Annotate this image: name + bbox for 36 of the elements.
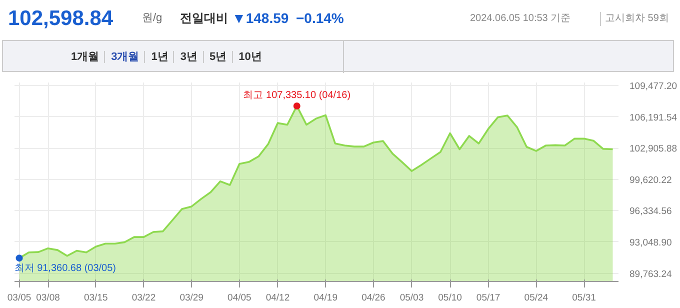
text: 고시회차 59회 <box>600 12 669 26</box>
y-tick-label: 93,048.90 <box>630 237 672 248</box>
text: ▼148.59 <box>232 9 289 28</box>
text: 전일대비 <box>180 10 228 27</box>
chart-subtitle: 원/g <box>142 11 162 26</box>
text: 2024.06.05 10:53 기준 <box>470 12 571 26</box>
x-tick-label: 05/17 <box>476 292 500 304</box>
y-tick-label: 102,905.88 <box>630 144 678 155</box>
x-tick-label: 04/19 <box>314 292 338 304</box>
text: 3년 <box>173 51 198 63</box>
annotation: 최고 107,335.10 (04/16) <box>243 90 351 101</box>
chart-title: 102,598.84 <box>8 6 114 32</box>
y-tick-label: 96,334.56 <box>630 206 672 218</box>
x-tick-label: 05/31 <box>572 292 596 304</box>
x-tick-label: 03/15 <box>84 292 108 304</box>
x-tick-label: 03/05 <box>7 292 32 304</box>
y-tick-label: 89,763.24 <box>630 268 672 280</box>
text: 1개월 <box>71 51 100 63</box>
x-tick-label: 05/03 <box>400 292 424 304</box>
y-tick-label: 106,191.54 <box>630 112 678 124</box>
text: −0.14% <box>296 9 344 28</box>
text: 1년 <box>144 51 168 63</box>
text: 10년 <box>232 51 262 63</box>
x-tick-label: 05/10 <box>438 292 462 304</box>
x-tick-label: 03/22 <box>132 292 156 304</box>
x-tick-label: 04/26 <box>362 292 386 304</box>
x-tick-label: 04/05 <box>228 292 252 304</box>
x-tick-label: 05/24 <box>524 292 548 304</box>
x-tick-label: 03/08 <box>36 292 60 304</box>
x-tick-label: 04/12 <box>266 292 290 304</box>
x-tick-label: 03/29 <box>180 292 204 304</box>
y-tick-label: 99,620.22 <box>630 174 672 186</box>
text: 3개월 <box>104 51 140 63</box>
text: 5년 <box>202 51 227 63</box>
y-tick-label: 109,477.20 <box>630 81 678 92</box>
annotation: 최저 91,360.68 (03/05) <box>14 263 116 274</box>
